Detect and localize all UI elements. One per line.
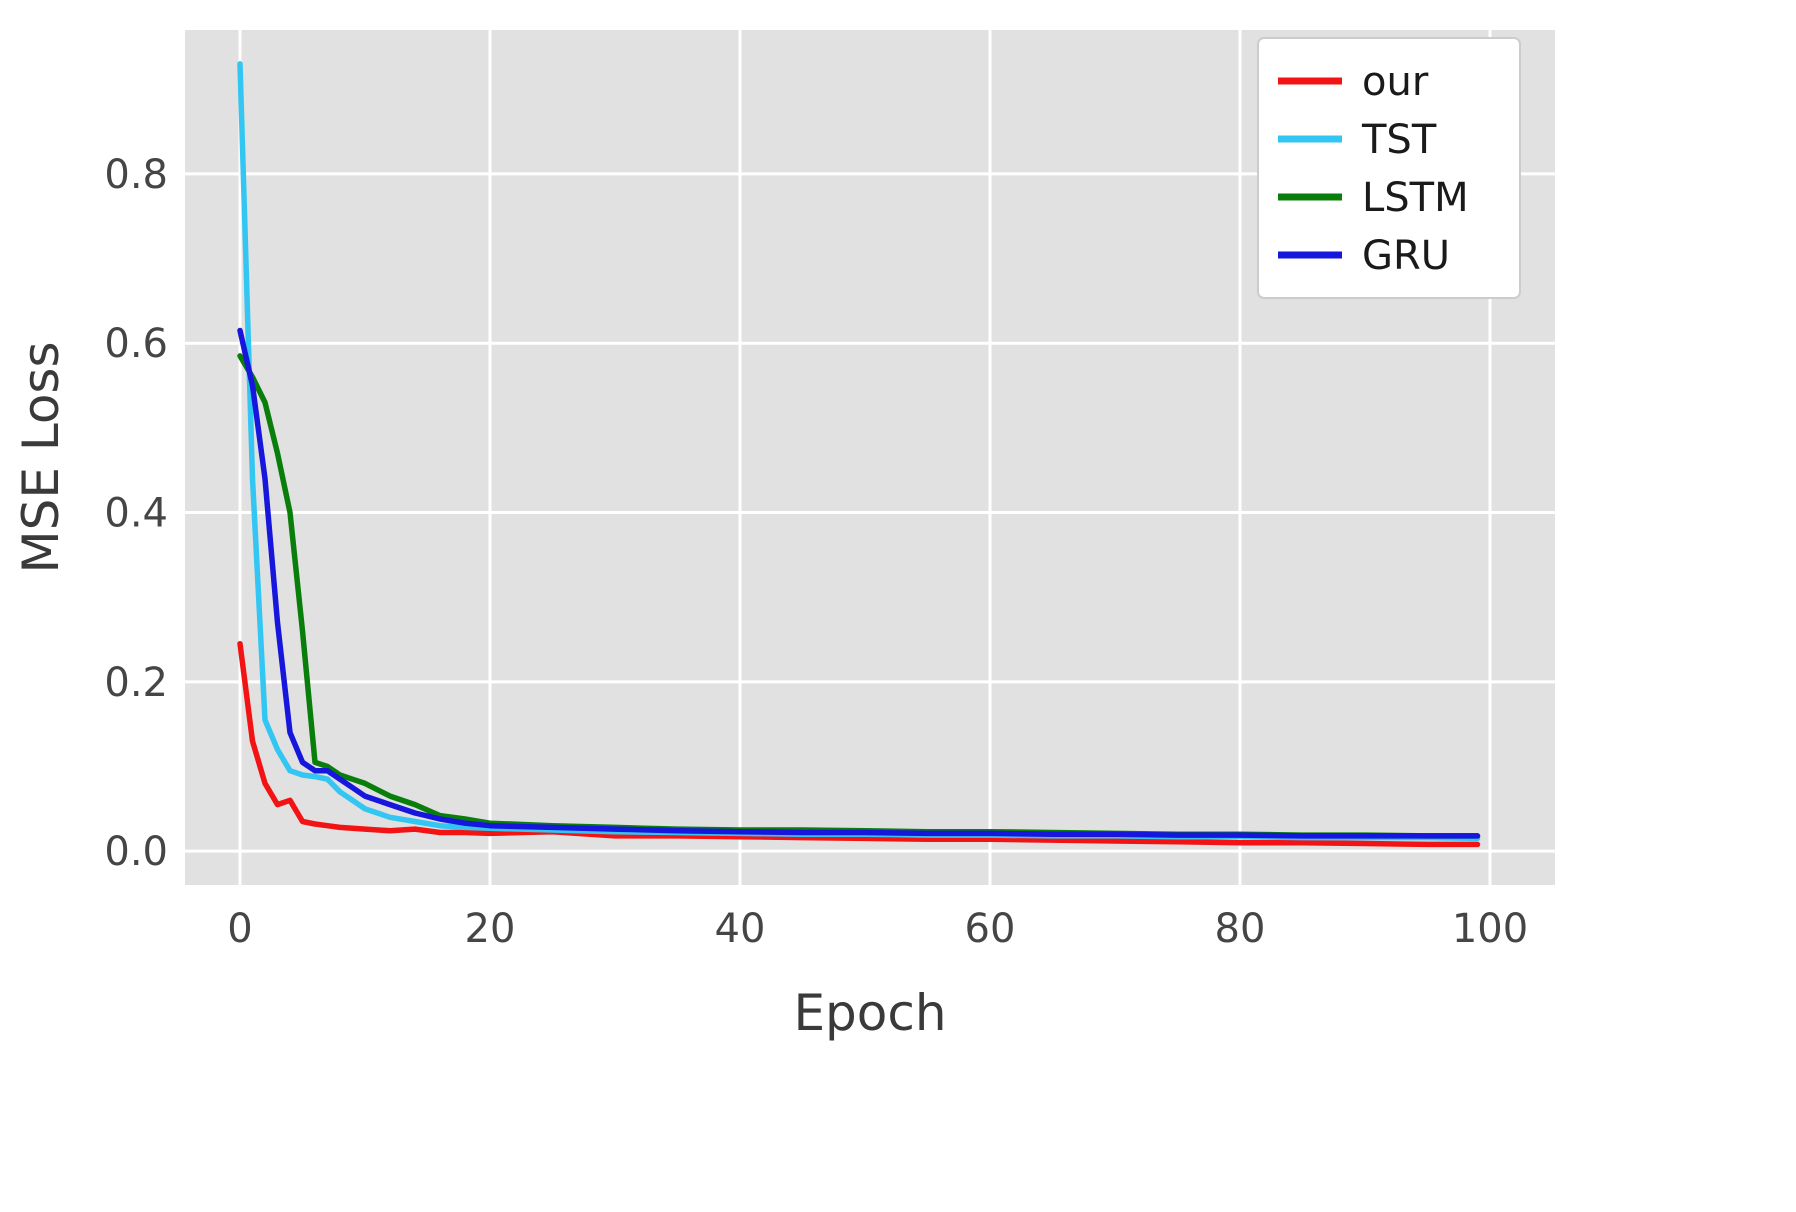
x-tick-label: 40 xyxy=(715,906,766,952)
y-tick-label: 0.2 xyxy=(104,660,168,706)
legend-box xyxy=(1257,37,1521,299)
x-axis-label: Epoch xyxy=(793,984,946,1042)
x-tick-label: 80 xyxy=(1215,906,1266,952)
legend-label-TST: TST xyxy=(1361,117,1437,163)
legend-label-LSTM: LSTM xyxy=(1362,175,1469,221)
y-tick-label: 0.4 xyxy=(104,491,168,537)
x-tick-label: 60 xyxy=(965,906,1016,952)
x-tick-label: 0 xyxy=(227,906,252,952)
y-tick-label: 0.6 xyxy=(104,321,168,367)
series-our xyxy=(237,640,1481,848)
y-axis-label: MSE Loss xyxy=(12,341,70,573)
series-GRU xyxy=(237,327,1481,839)
x-tick-label: 20 xyxy=(465,906,516,952)
legend-label-GRU: GRU xyxy=(1362,233,1450,279)
x-tick-label: 100 xyxy=(1452,906,1528,952)
legend-label-our: our xyxy=(1362,59,1429,105)
y-tick-label: 0.0 xyxy=(104,829,168,875)
legend: our TST LSTM GRU xyxy=(1257,37,1521,299)
y-tick-label: 0.8 xyxy=(104,152,168,198)
